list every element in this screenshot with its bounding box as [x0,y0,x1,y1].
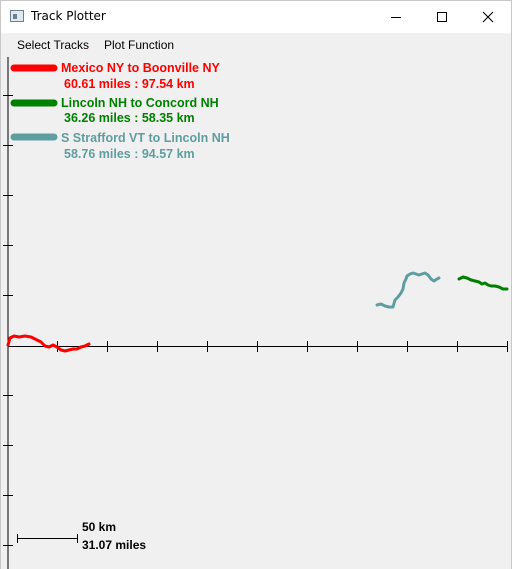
track-line-lincoln-concord [457,275,509,291]
y-axis-ticks [3,95,13,546]
legend-distance: 58.76 miles : 94.57 km [64,147,195,161]
legend-label: Lincoln NH to Concord NH [61,96,219,110]
legend-distance: 60.61 miles : 97.54 km [64,77,195,91]
close-button[interactable] [465,1,511,33]
minimize-icon [391,17,401,18]
menu-bar: Select Tracks Plot Function [1,33,511,57]
legend-item-lincoln-concord: Lincoln NH to Concord NH 36.26 miles : 5… [10,96,219,125]
plot-axes [3,57,508,569]
close-icon [482,11,494,23]
legend-distance: 36.26 miles : 58.35 km [64,111,195,125]
plot-canvas[interactable]: Mexico NY to Boonville NY 60.61 miles : … [1,57,511,569]
maximize-button[interactable] [419,1,465,33]
legend: Mexico NY to Boonville NY 60.61 miles : … [10,61,230,161]
maximize-icon [437,12,447,22]
legend-item-mexico-boonville: Mexico NY to Boonville NY 60.61 miles : … [10,61,220,91]
legend-item-strafford-lincoln: S Strafford VT to Lincoln NH 58.76 miles… [10,131,230,161]
track-line-strafford-lincoln [375,271,441,309]
track-line-mexico-boonville [6,334,91,353]
scale-bar-miles-label: 31.07 miles [82,538,146,552]
menu-select-tracks[interactable]: Select Tracks [17,38,90,52]
scale-bar-km-label: 50 km [82,520,116,534]
scale-bar: 50 km 31.07 miles [17,520,146,552]
window-title: Track Plotter [31,9,106,23]
legend-label: Mexico NY to Boonville NY [61,61,220,75]
title-bar[interactable]: Track Plotter [1,1,511,33]
app-window-icon [10,10,24,22]
legend-label: S Strafford VT to Lincoln NH [61,131,230,145]
minimize-button[interactable] [373,1,419,33]
menu-plot-function[interactable]: Plot Function [104,38,175,52]
